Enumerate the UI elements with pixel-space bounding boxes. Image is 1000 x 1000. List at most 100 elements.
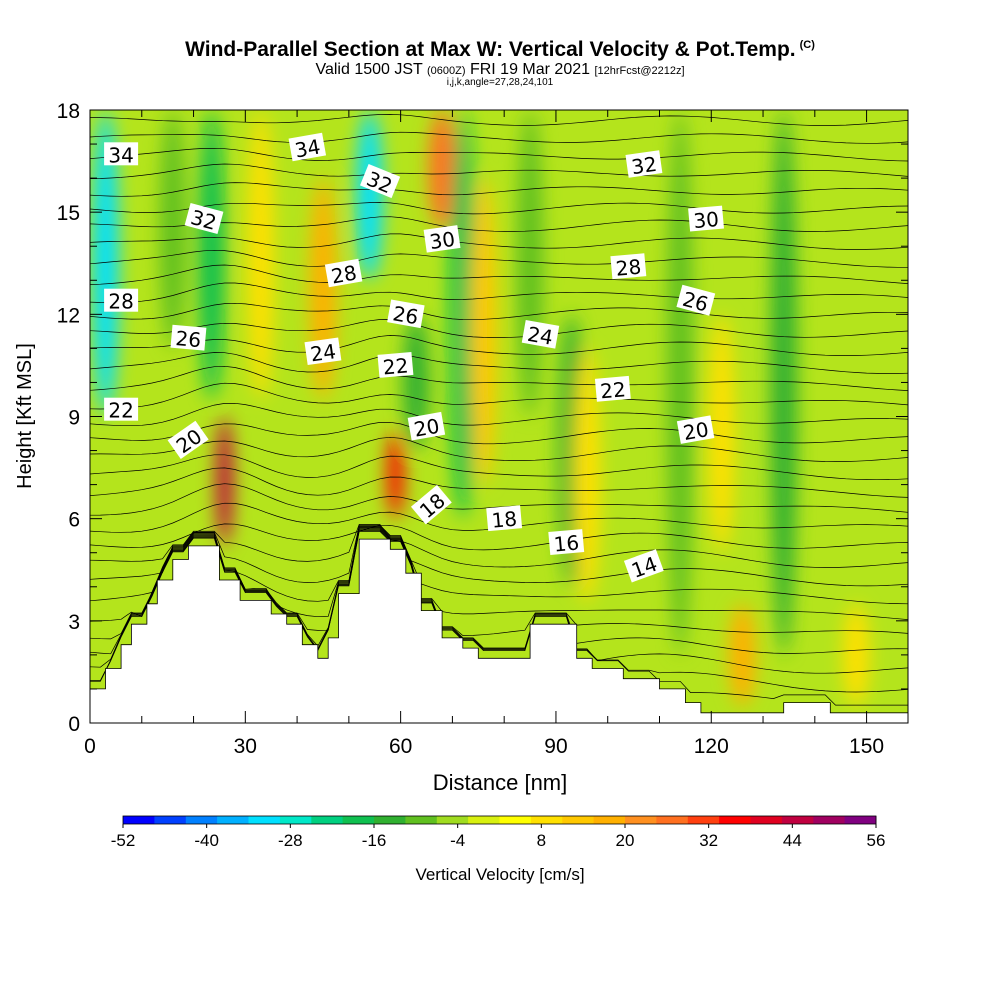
contour-label-box	[407, 411, 446, 441]
w-column	[247, 110, 274, 400]
isentrope-line	[90, 216, 908, 232]
contour-label-text: 34	[108, 143, 133, 167]
colorbar-swatch	[405, 816, 438, 824]
pot-temp-contours	[90, 114, 908, 706]
contour-label: 28	[104, 288, 139, 314]
isentrope-line	[90, 483, 908, 516]
contour-label-box	[387, 299, 425, 329]
chart-title-text: Wind-Parallel Section at Max W: Vertical…	[185, 38, 796, 61]
isentrope-line	[90, 147, 908, 162]
contour-label-text: 30	[692, 207, 719, 233]
contour-label: 16	[548, 529, 585, 557]
contour-label-box	[104, 142, 139, 166]
x-tick-label: 0	[84, 735, 96, 758]
contour-label: 20	[407, 411, 446, 442]
colorbar-swatch	[687, 816, 720, 824]
w-column	[843, 603, 870, 706]
colorbar-swatch	[436, 816, 469, 824]
w-column	[429, 110, 456, 230]
w-column	[729, 603, 756, 706]
valid-time-zulu: (0600Z)	[426, 65, 466, 77]
contour-label-text: 28	[329, 260, 358, 288]
colorbar-tick-label: -28	[278, 831, 303, 850]
w-column	[708, 314, 735, 553]
y-tick-label: 18	[57, 100, 80, 123]
isentrope-line	[90, 302, 908, 321]
contour-label: 22	[104, 397, 139, 423]
isentrope-line	[90, 264, 908, 285]
w-column	[449, 110, 476, 519]
contour-label: 32	[184, 203, 224, 235]
isentrope-line	[90, 249, 908, 268]
isentrope-line	[90, 282, 908, 303]
colorbar-swatch	[374, 816, 406, 824]
isentrope-line	[90, 202, 908, 215]
isentrope-line	[90, 454, 908, 481]
contour-label-box	[184, 203, 224, 235]
y-axis: 0 3 6 9 12 15 18	[57, 100, 908, 736]
contour-label-text: 22	[108, 399, 133, 423]
x-tick-label: 60	[389, 735, 412, 758]
contour-label: 18	[486, 505, 523, 533]
contour-label: 26	[676, 284, 716, 317]
x-tick-label: 30	[234, 735, 257, 758]
contour-label-text: 20	[412, 414, 441, 442]
contour-label-box	[521, 320, 560, 349]
isentrope-line	[90, 530, 908, 693]
w-column	[198, 110, 225, 400]
valid-date: FRI 19 Mar 2021	[469, 61, 591, 78]
contour-label: 32	[625, 150, 663, 179]
colorbar-swatch	[530, 816, 563, 824]
isentrope-line	[90, 114, 908, 126]
contour-label-box	[610, 253, 647, 280]
contour-label-box	[304, 337, 342, 366]
x-tick-label: 150	[849, 735, 884, 758]
isentrope-line	[90, 467, 908, 498]
colorbar-swatch	[217, 816, 249, 824]
contour-label-box	[360, 164, 401, 199]
colorbar-swatch	[656, 816, 689, 824]
contour-label: 24	[521, 320, 560, 350]
contour-label: 28	[610, 253, 647, 281]
w-column	[470, 178, 497, 485]
contour-label-text: 28	[615, 255, 642, 281]
y-tick-label: 12	[57, 304, 80, 327]
contour-label-box	[288, 132, 327, 162]
contour-label-text: 26	[391, 301, 420, 329]
contour-label-text: 26	[175, 326, 202, 352]
isentrope-line	[90, 527, 908, 640]
contour-label-text: 22	[599, 377, 626, 403]
colorbar-swatch	[468, 816, 500, 824]
isentrope-line	[90, 524, 908, 568]
contour-label-box	[377, 351, 414, 378]
contour-label: 28	[324, 258, 363, 289]
contour-label: 26	[170, 324, 207, 352]
contour-label: 26	[387, 299, 425, 329]
colorbar-swatch	[750, 816, 783, 824]
isentrope-line	[90, 525, 908, 605]
colorbar-swatch	[562, 816, 595, 824]
contour-label: 30	[688, 205, 724, 233]
colorbar-swatch	[781, 816, 814, 824]
colorbar-swatch	[123, 816, 155, 824]
colorbar-swatch	[311, 816, 344, 824]
y-axis-label: Height [Kft MSL]	[14, 343, 36, 489]
contour-label-box	[104, 397, 139, 421]
contour-label: 22	[377, 351, 414, 379]
contour-label-text: 24	[526, 322, 555, 350]
terrain-mask	[90, 538, 908, 723]
isentrope-line	[90, 131, 908, 144]
contour-label-text: 30	[428, 227, 457, 254]
copyright-mark: (C)	[799, 39, 815, 51]
isentrope-line	[90, 352, 908, 374]
colorbar-swatch	[813, 816, 846, 824]
isentrope-line	[90, 233, 908, 250]
colorbar-swatch	[844, 816, 877, 824]
contour-label-text: 28	[108, 290, 133, 314]
colorbar-swatch	[342, 816, 375, 824]
contour-label-text: 22	[382, 353, 409, 379]
colorbar-swatch	[719, 816, 751, 824]
